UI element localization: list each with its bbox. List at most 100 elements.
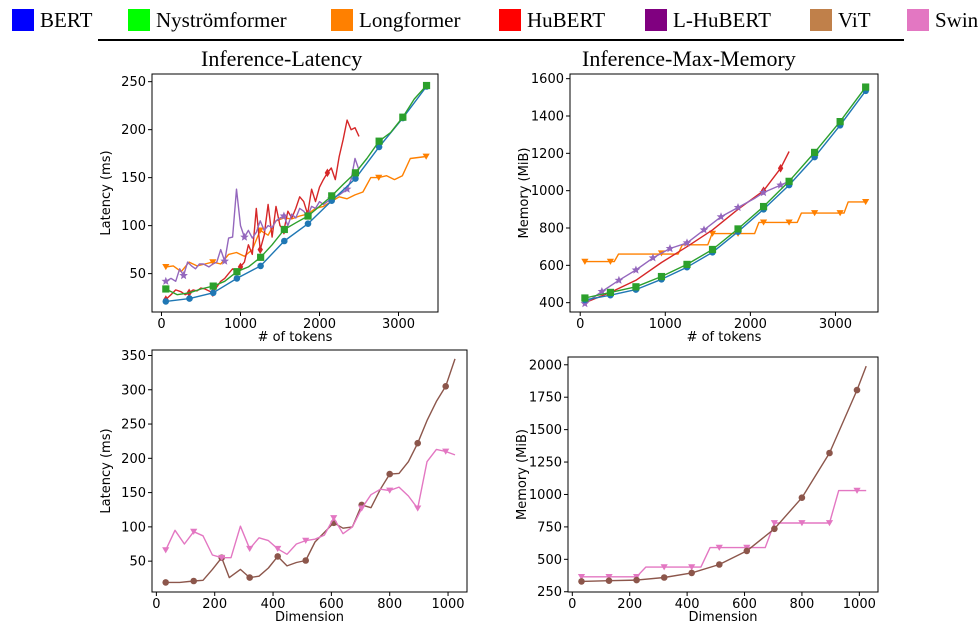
legend-item: ViT [810, 8, 871, 32]
legend-item: Swin [907, 8, 978, 32]
x-tick-label: 1000 [431, 597, 464, 612]
data-point [771, 525, 778, 533]
data-point [770, 520, 778, 527]
data-point [162, 264, 170, 271]
data-point [274, 553, 282, 560]
data-point [233, 275, 241, 282]
x-tick-label: 400 [675, 597, 700, 612]
data-point [631, 265, 641, 274]
data-point [257, 262, 264, 270]
legend-divider [98, 39, 904, 41]
chart-panel-3: 0 200 400 600 800 1000 50 100 150 200 250 300 350 Dim… [99, 349, 468, 621]
legend-label: Longformer [359, 7, 461, 32]
legend-swatch [499, 9, 521, 31]
data-point [218, 554, 226, 561]
data-point [578, 578, 585, 585]
data-point [597, 287, 607, 296]
series-line [165, 119, 360, 301]
series-line [584, 86, 867, 299]
legend-swatch [645, 9, 667, 31]
y-tick-label: 200 [121, 123, 146, 138]
data-point [708, 230, 717, 237]
data-point [442, 383, 450, 390]
legend-label: HuBERT [527, 7, 606, 32]
data-point [324, 168, 331, 178]
data-point [442, 448, 450, 455]
data-point [632, 283, 640, 291]
data-point [759, 188, 768, 197]
chart-panel-4: 0 200 400 600 800 1000 250 500 750 1000 1250 1500 17… [515, 356, 879, 621]
y-tick-label: 100 [121, 520, 146, 535]
x-tick-label: 800 [790, 597, 815, 612]
y-tick-label: 2000 [529, 358, 562, 373]
series-line [165, 157, 360, 282]
y-tick-label: 250 [121, 418, 146, 433]
data-point [190, 577, 197, 585]
data-point [257, 245, 263, 254]
data-point [798, 520, 806, 527]
data-point [660, 574, 668, 581]
data-point [330, 515, 338, 522]
data-point [660, 564, 668, 571]
chart-panel-1: 0 1000 2000 3000 50 100 150 200 250 # of tokens La… [99, 73, 439, 345]
legend-label: ViT [838, 7, 871, 32]
data-point [257, 253, 265, 261]
x-tick-label: 800 [377, 597, 402, 612]
x-tick-label: 0 [152, 597, 160, 612]
data-point [836, 118, 844, 126]
y-tick-label: 1250 [529, 456, 562, 471]
data-point [209, 289, 217, 297]
data-point [399, 113, 407, 121]
data-point [246, 545, 254, 553]
y-tick-label: 250 [121, 75, 146, 90]
y-axis-label: Memory (MiB) [517, 148, 532, 239]
data-point [606, 258, 615, 265]
data-point [209, 282, 217, 290]
series-line [165, 86, 428, 303]
data-point [699, 225, 709, 234]
legend-item: L-HuBERT [645, 8, 771, 32]
data-point [811, 148, 819, 156]
x-tick-label: 1000 [843, 597, 876, 612]
legend-item: Nyströmformer [128, 8, 287, 32]
data-point [386, 487, 394, 494]
legend-swatch [12, 9, 34, 31]
data-point [240, 232, 249, 241]
series-line [165, 85, 428, 296]
legend-item: Longformer [331, 8, 460, 32]
series-line [165, 155, 427, 273]
y-tick-label: 150 [121, 171, 146, 186]
data-point [342, 184, 352, 193]
y-tick-label: 50 [129, 555, 146, 570]
data-point [862, 198, 870, 206]
data-point [422, 81, 431, 90]
legend-item: BERT [12, 8, 92, 32]
data-point [716, 561, 723, 568]
title-inference-max-memory: Inference-Max-Memory [582, 46, 796, 71]
data-point [274, 545, 282, 553]
plot-frame [151, 349, 468, 593]
data-point [328, 192, 336, 200]
y-tick-label: 600 [539, 259, 564, 274]
x-tick-label: 200 [202, 597, 227, 612]
data-point [302, 537, 310, 544]
x-tick-label: 0 [576, 317, 584, 332]
data-point [633, 576, 640, 584]
data-point [414, 505, 422, 512]
x-tick-label: 600 [732, 597, 757, 612]
x-tick-label: 1000 [224, 317, 257, 332]
x-tick-label: 3000 [819, 317, 852, 332]
data-point [734, 225, 742, 233]
series-line [581, 489, 867, 578]
data-point [777, 163, 784, 173]
data-point [862, 83, 870, 91]
data-point [179, 271, 188, 280]
data-point [682, 238, 692, 247]
data-point [657, 272, 666, 281]
data-point [581, 294, 589, 302]
x-axis-label: Dimension [275, 610, 344, 621]
x-tick-label: 0 [157, 317, 165, 332]
data-point [422, 153, 430, 160]
data-point [798, 494, 806, 502]
y-tick-label: 1500 [529, 423, 562, 438]
